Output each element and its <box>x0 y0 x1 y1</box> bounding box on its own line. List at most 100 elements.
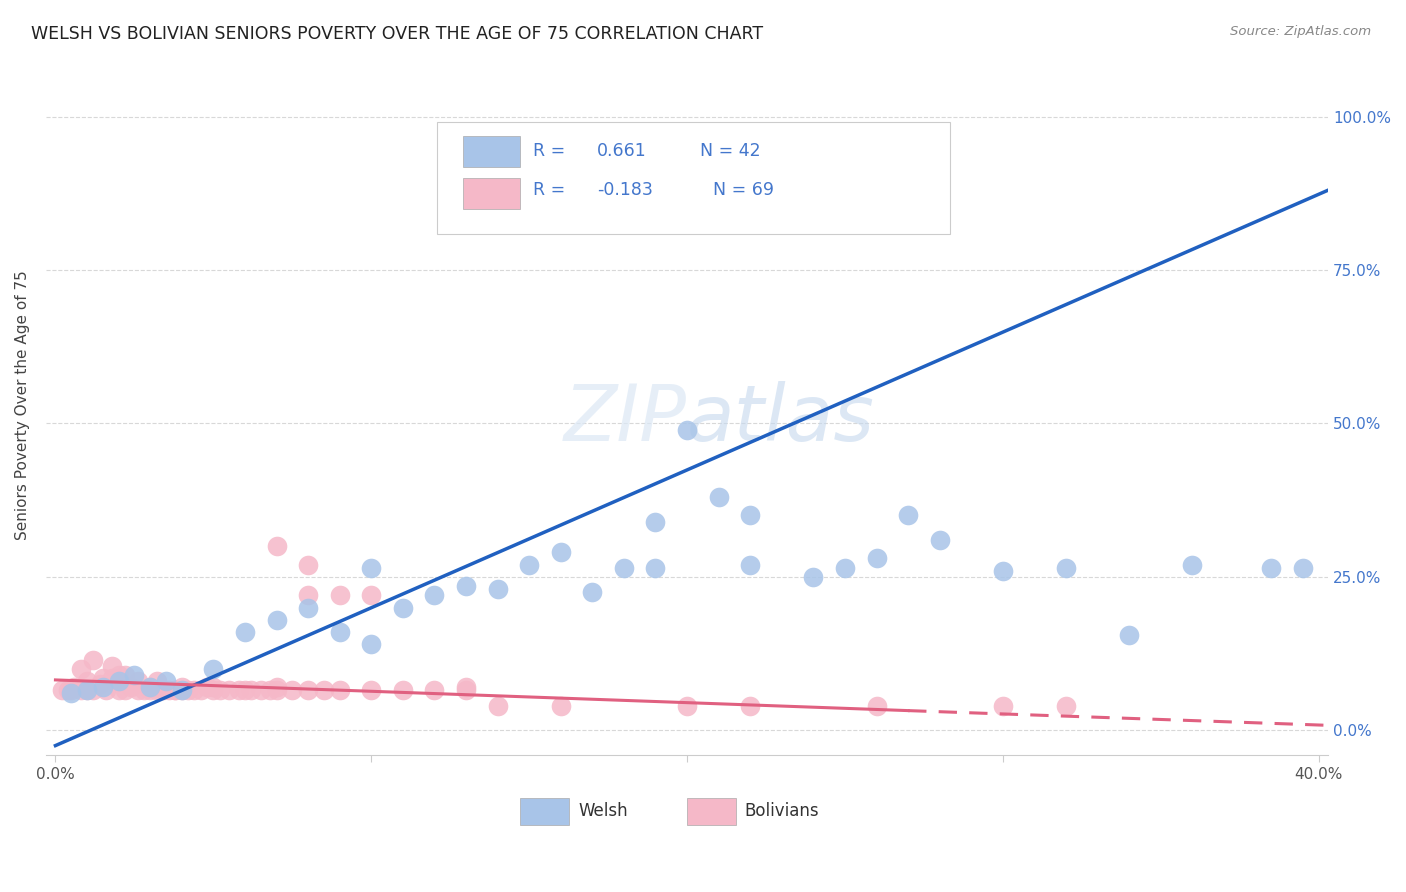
FancyBboxPatch shape <box>688 798 735 825</box>
Text: N = 69: N = 69 <box>713 181 773 199</box>
Point <box>107 674 129 689</box>
Point <box>165 683 187 698</box>
Point <box>486 582 509 596</box>
Point <box>991 564 1014 578</box>
Point <box>676 423 699 437</box>
Text: -0.183: -0.183 <box>598 181 654 199</box>
Point <box>423 588 446 602</box>
Point <box>76 683 98 698</box>
Point <box>897 508 920 523</box>
Point <box>233 683 256 698</box>
Text: atlas: atlas <box>688 381 875 457</box>
Point <box>145 674 167 689</box>
Point <box>82 683 104 698</box>
Point <box>297 600 319 615</box>
Text: WELSH VS BOLIVIAN SENIORS POVERTY OVER THE AGE OF 75 CORRELATION CHART: WELSH VS BOLIVIAN SENIORS POVERTY OVER T… <box>31 25 763 43</box>
Point <box>1054 560 1077 574</box>
Point <box>152 683 174 698</box>
Point <box>550 545 572 559</box>
Point <box>297 683 319 698</box>
Point <box>114 683 136 698</box>
Point <box>297 558 319 572</box>
Point <box>170 680 193 694</box>
Point <box>183 683 205 698</box>
Point <box>392 600 415 615</box>
Point <box>707 490 730 504</box>
Text: 0.661: 0.661 <box>598 142 647 160</box>
Point <box>139 680 162 694</box>
Point <box>127 674 149 689</box>
Point <box>329 588 352 602</box>
Point <box>170 683 193 698</box>
Point <box>60 686 83 700</box>
Point <box>107 683 129 698</box>
Text: Welsh: Welsh <box>578 803 627 821</box>
Point <box>740 698 762 713</box>
Text: R =: R = <box>533 181 571 199</box>
Point <box>132 683 155 698</box>
Point <box>101 658 124 673</box>
Point <box>644 515 666 529</box>
Point <box>63 680 86 694</box>
FancyBboxPatch shape <box>437 121 950 234</box>
Point <box>266 539 288 553</box>
Point <box>202 683 225 698</box>
Point <box>266 680 288 694</box>
Point <box>281 683 304 698</box>
Point <box>114 668 136 682</box>
Point <box>581 585 603 599</box>
Point <box>120 680 142 694</box>
Point <box>392 683 415 698</box>
Point <box>240 683 263 698</box>
FancyBboxPatch shape <box>463 136 520 167</box>
Point <box>1292 560 1315 574</box>
Point <box>177 683 200 698</box>
Point <box>454 680 477 694</box>
Point <box>329 683 352 698</box>
Point <box>218 683 240 698</box>
Point <box>101 671 124 685</box>
Point <box>360 683 382 698</box>
Point <box>329 625 352 640</box>
Point <box>69 662 91 676</box>
Point <box>82 653 104 667</box>
Point <box>454 579 477 593</box>
Point <box>76 683 98 698</box>
Point <box>991 698 1014 713</box>
Point <box>157 683 180 698</box>
Point <box>486 698 509 713</box>
Point <box>60 683 83 698</box>
Point <box>360 637 382 651</box>
Point <box>51 683 73 698</box>
Point <box>423 683 446 698</box>
Point <box>202 680 225 694</box>
Point <box>1054 698 1077 713</box>
FancyBboxPatch shape <box>520 798 569 825</box>
FancyBboxPatch shape <box>463 178 520 209</box>
Point <box>644 560 666 574</box>
Point <box>297 588 319 602</box>
Point <box>517 558 540 572</box>
Point <box>1181 558 1204 572</box>
Point <box>259 683 281 698</box>
Text: ZIP: ZIP <box>564 381 688 457</box>
Point <box>91 680 114 694</box>
Point <box>139 683 162 698</box>
Point <box>360 560 382 574</box>
Point <box>155 674 177 689</box>
Point <box>740 508 762 523</box>
Point <box>865 698 887 713</box>
Point <box>89 677 111 691</box>
Point <box>454 683 477 698</box>
Y-axis label: Seniors Poverty Over the Age of 75: Seniors Poverty Over the Age of 75 <box>15 270 30 540</box>
Point <box>1118 628 1140 642</box>
Point <box>69 683 91 698</box>
Point <box>170 683 193 698</box>
Point <box>803 570 825 584</box>
Point <box>266 683 288 698</box>
Point <box>865 551 887 566</box>
Point <box>165 683 187 698</box>
Point <box>91 671 114 685</box>
Text: N = 42: N = 42 <box>700 142 761 160</box>
Point <box>676 698 699 713</box>
